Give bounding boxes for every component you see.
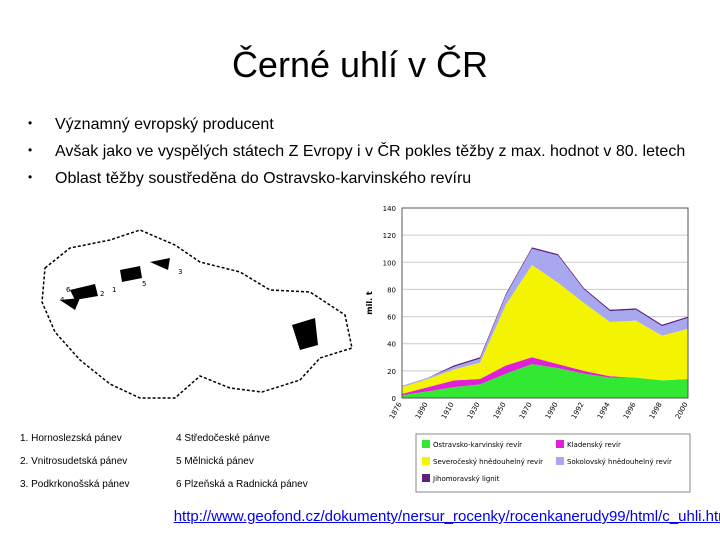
legend-swatch: [422, 440, 430, 448]
y-tick-label: 140: [383, 205, 396, 213]
area: [402, 357, 688, 396]
map-label: 5: [142, 280, 146, 288]
basin: 2. Vnitrosudetská pánev: [20, 456, 128, 467]
y-tick-label: 20: [387, 368, 396, 376]
basin: 3. Podkrkonošská pánev: [20, 479, 130, 490]
x-tick-label: 1890: [414, 401, 430, 420]
legend-swatch: [556, 440, 564, 448]
basin: 4 Středočeské pánve: [176, 433, 270, 444]
y-tick-label: 120: [383, 232, 396, 240]
bullet-text: Významný evropský producent: [55, 116, 274, 133]
x-tick-label: 1996: [622, 401, 638, 421]
area: [402, 265, 688, 394]
legend-box: [415, 433, 691, 493]
map-basins: [60, 258, 318, 350]
legend-label: Kladenský revír: [567, 441, 621, 449]
basin: 5 Mělnická pánev: [176, 456, 254, 467]
area: [402, 248, 688, 388]
bullet-dot: •: [28, 143, 33, 157]
map-label: 2: [100, 290, 104, 298]
bullet-dot: •: [28, 116, 33, 130]
legend-label: Severočeský hnědouhelný revír: [433, 458, 543, 466]
x-tick-label: 1910: [440, 401, 456, 420]
area: [402, 364, 688, 398]
x-tick-label: 2000: [674, 401, 690, 420]
source-link[interactable]: http://www.geofond.cz/dokumenty/nersur_r…: [173, 508, 720, 525]
legend-swatch: [556, 457, 564, 465]
y-tick-label: 60: [387, 314, 396, 322]
x-tick-label: 1994: [596, 401, 612, 421]
legend-label: Sokolovský hnědouhelný revír: [567, 458, 672, 466]
legend-label: Ostravsko-karvinský revír: [433, 441, 522, 449]
x-tick-label: 1876: [388, 401, 404, 421]
bullet-text: Oblast těžby soustředěna do Ostravsko-ka…: [55, 170, 472, 187]
legend-swatch: [422, 457, 430, 465]
y-axis-label: mil. t: [365, 291, 374, 315]
legend-swatch: [422, 474, 430, 482]
x-tick-label: 1950: [492, 401, 508, 420]
map-label: 4: [60, 296, 65, 304]
y-tick-label: 80: [387, 286, 396, 294]
y-tick-label: 0: [392, 395, 396, 403]
y-tick-label: 100: [383, 259, 396, 267]
bullet-dot: •: [28, 170, 33, 184]
map-label: 1: [112, 286, 116, 294]
x-tick-label: 1930: [466, 401, 482, 420]
basin: 1. Hornoslezská pánev: [20, 433, 122, 444]
map-label: 6: [66, 286, 71, 294]
plot-frame: [401, 207, 689, 399]
x-tick-label: 1990: [544, 401, 560, 420]
basin: 6 Plzeňská a Radnická pánev: [176, 479, 308, 490]
x-tick-label: 1998: [648, 401, 664, 420]
x-tick-label: 1970: [518, 401, 534, 420]
y-tick-label: 40: [387, 341, 396, 349]
legend-label: Jihomoravský lignit: [432, 475, 500, 483]
title: Černé uhlí v ČR: [231, 44, 489, 85]
bullet-text: Avšak jako ve vyspělých státech Z Evropy…: [55, 143, 686, 160]
map-outline: [41, 229, 353, 399]
x-tick-label: 1992: [570, 401, 586, 420]
map-label: 3: [178, 268, 182, 276]
